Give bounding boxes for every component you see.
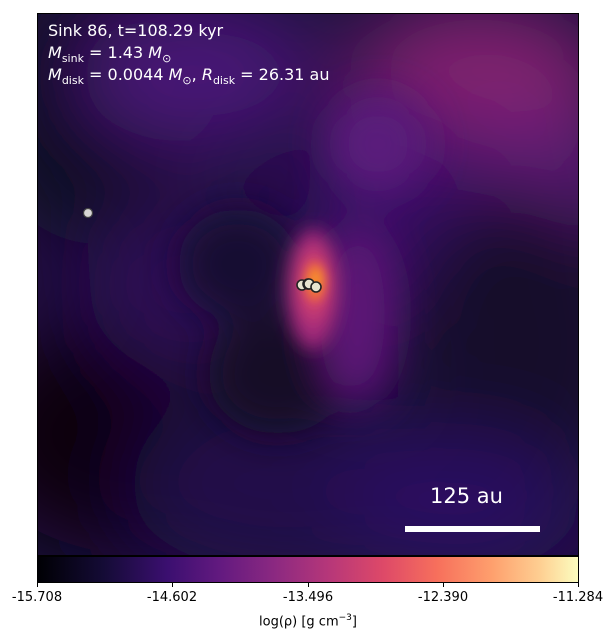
colorbar-tick-label: -12.390 — [417, 590, 469, 605]
scalebar-label: 125 au — [430, 484, 503, 508]
density-map-panel: Sink 86, t=108.29 kyr Msink = 1.43 M⊙ Md… — [37, 13, 579, 556]
colorbar-tick-mark — [443, 583, 444, 587]
colorbar-label-exp: −3 — [338, 613, 352, 623]
msun-symbol: M — [148, 43, 163, 62]
msink-value: = 1.43 — [83, 43, 149, 62]
colorbar-tick-label: -15.708 — [11, 590, 63, 605]
colorbar-tick-mark — [172, 583, 173, 587]
mdisk-sub: disk — [61, 74, 84, 88]
sink-info-line: Sink 86, t=108.29 kyr — [48, 21, 223, 40]
filament-structure — [178, 94, 428, 434]
colorbar — [37, 556, 579, 583]
density-map — [38, 14, 578, 555]
colorbar-label: log(ρ) [g cm−3] — [259, 613, 357, 629]
sink-mass-line: Msink = 1.43 M⊙ — [48, 43, 171, 68]
mdisk-value: = 0.0044 — [83, 65, 169, 84]
sink-id-time: Sink 86, t=108.29 kyr — [48, 21, 224, 40]
scalebar-line — [405, 526, 540, 532]
colorbar-label-suffix: ] — [351, 614, 357, 630]
colorbar-tick-mark — [37, 583, 38, 587]
rdisk-sep: , — [191, 65, 202, 84]
sink-particles — [82, 207, 322, 293]
rdisk-symbol: R — [201, 65, 213, 84]
msink-sub: sink — [61, 52, 84, 66]
mdisk-symbol: M — [48, 65, 62, 84]
colorbar-tick-label: -11.284 — [552, 590, 604, 605]
mdisk-sun-symbol: M — [168, 65, 183, 84]
colorbar-label-prefix: log(ρ) [g cm — [259, 614, 339, 630]
rdisk-value: = 26.31 au — [235, 65, 330, 84]
disk-line: Mdisk = 0.0044 M⊙, Rdisk = 26.31 au — [48, 65, 330, 90]
sink-marker — [82, 207, 94, 219]
rdisk-sub: disk — [212, 74, 236, 88]
colorbar-tick-label: -13.496 — [282, 590, 334, 605]
colorbar-tick-mark — [308, 583, 309, 587]
msun-sub: ⊙ — [162, 52, 172, 66]
colorbar-tick-label: -14.602 — [146, 590, 198, 605]
mdisk-sun-sub: ⊙ — [182, 74, 192, 88]
sink-marker — [310, 281, 322, 293]
msink-symbol: M — [48, 43, 62, 62]
colorbar-tick-mark — [578, 583, 579, 587]
